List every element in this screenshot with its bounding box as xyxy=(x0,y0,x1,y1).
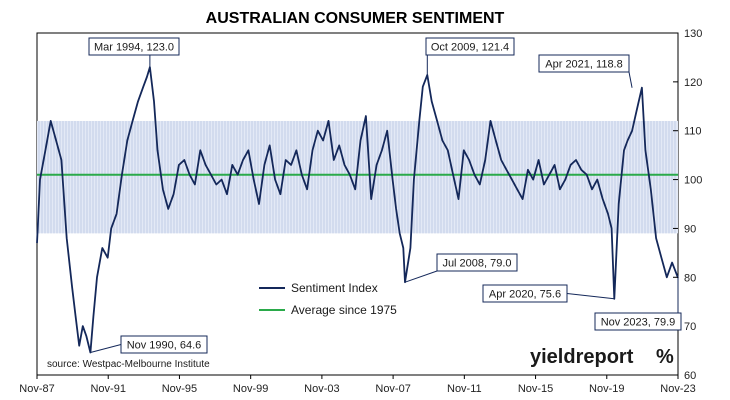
annotation-label: Oct 2009, 121.4 xyxy=(431,42,509,54)
annotation-label: Apr 2021, 118.8 xyxy=(545,59,622,71)
y-tick-label: 120 xyxy=(684,77,702,89)
annotations: Mar 1994, 123.0 Nov 1990, 64.6 Oct 2009, 1… xyxy=(88,37,682,354)
annotation-leader xyxy=(628,71,633,88)
y-tick-label: 80 xyxy=(684,272,696,284)
annotation-box xyxy=(120,335,208,354)
annotation-leader xyxy=(404,270,438,283)
annotation-box xyxy=(538,54,630,73)
chart-title: AUSTRALIAN CONSUMER SENTIMENT xyxy=(206,10,505,27)
x-axis: Nov-87 Nov-91 Nov-95 Nov-99 Nov-03 Nov-07 Nov-… xyxy=(19,375,696,395)
legend: Sentiment Index Average since 1975 xyxy=(259,281,397,317)
series-line-sentiment-index xyxy=(36,66,679,354)
annotation-label: Nov 2023, 79.9 xyxy=(601,317,676,329)
x-tick-label: Nov-91 xyxy=(90,383,125,395)
y-tick-label: 100 xyxy=(684,175,702,187)
y-tick-label: 60 xyxy=(684,370,696,382)
annotation-leader xyxy=(90,344,122,354)
x-tick-label: Nov-99 xyxy=(233,383,268,395)
annotation-label: Nov 1990, 64.6 xyxy=(127,340,202,352)
y-tick-label: 130 xyxy=(684,28,702,40)
average-band xyxy=(37,120,678,234)
legend-label: Sentiment Index xyxy=(291,281,378,295)
source-note: source: Westpac-Melbourne Institute xyxy=(47,359,210,370)
annotation-label: Jul 2008, 79.0 xyxy=(442,258,511,270)
legend-label: Average since 1975 xyxy=(291,303,397,317)
annotation-box xyxy=(594,312,682,331)
x-tick-label: Nov-19 xyxy=(589,383,624,395)
x-tick-label: Nov-87 xyxy=(19,383,54,395)
x-tick-label: Nov-15 xyxy=(518,383,553,395)
x-tick-label: Nov-11 xyxy=(447,383,482,395)
annotation-label: Apr 2020, 75.6 xyxy=(489,289,561,301)
annotation-box xyxy=(88,37,180,56)
y-tick-label: 90 xyxy=(684,223,696,235)
series-group xyxy=(36,66,679,354)
y-tick-label: 70 xyxy=(684,321,696,333)
annotation-box xyxy=(425,37,515,56)
annotation-label: Mar 1994, 123.0 xyxy=(94,42,174,54)
x-tick-label: Nov-23 xyxy=(660,383,695,395)
logo-text: yieldreport xyxy=(530,346,634,368)
y-tick-label: 110 xyxy=(684,126,702,138)
annotation-box xyxy=(482,284,568,303)
annotation-leader xyxy=(566,293,615,300)
x-tick-label: Nov-95 xyxy=(162,383,197,395)
yieldreport-logo: yieldreport % xyxy=(530,346,674,368)
logo-symbol: % xyxy=(656,346,674,368)
x-tick-label: Nov-03 xyxy=(304,383,339,395)
annotation-box xyxy=(436,253,518,272)
x-tick-label: Nov-07 xyxy=(375,383,410,395)
